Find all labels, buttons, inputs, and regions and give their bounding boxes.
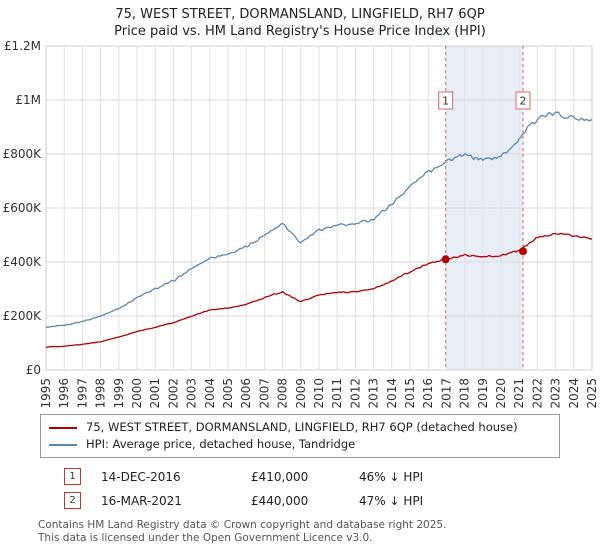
svg-text:2024: 2024 [567, 378, 581, 409]
sale-1-price: £410,000 [251, 469, 309, 484]
svg-text:£0: £0 [26, 363, 41, 377]
svg-text:2009: 2009 [294, 378, 308, 409]
legend: 75, WEST STREET, DORMANSLAND, LINGFIELD,… [40, 414, 560, 458]
svg-text:2022: 2022 [530, 378, 544, 409]
svg-text:£1M: £1M [15, 93, 41, 107]
svg-text:2: 2 [520, 95, 527, 108]
sale-annotations: 1 14-DEC-2016 £410,000 46% ↓ HPI 2 16-MA… [0, 468, 600, 509]
svg-text:2004: 2004 [203, 378, 217, 409]
svg-text:1998: 1998 [94, 378, 108, 409]
property-line-swatch [49, 426, 77, 429]
svg-text:2019: 2019 [476, 378, 490, 409]
svg-text:2005: 2005 [221, 378, 235, 409]
svg-text:2002: 2002 [166, 378, 180, 409]
svg-text:2003: 2003 [185, 378, 199, 409]
svg-text:2011: 2011 [330, 378, 344, 409]
svg-text:2012: 2012 [348, 378, 362, 409]
svg-text:2020: 2020 [494, 378, 508, 409]
footer-line-2: This data is licensed under the Open Gov… [38, 532, 373, 544]
svg-text:2023: 2023 [549, 378, 563, 409]
svg-text:2008: 2008 [276, 378, 290, 409]
price-history-chart: 1995 1996 1997 1998 1999 2000 2001 2002 2003 2004… [0, 40, 600, 412]
sale-row-2: 2 16-MAR-2021 £440,000 47% ↓ HPI [64, 492, 600, 509]
svg-text:1997: 1997 [75, 378, 89, 409]
svg-text:2010: 2010 [312, 378, 326, 409]
sale-2-marker: 2 [64, 492, 81, 509]
sale-2-hpi-diff: 47% ↓ HPI [359, 493, 424, 508]
svg-text:1996: 1996 [57, 378, 71, 409]
footer-line-1: Contains HM Land Registry data © Crown c… [38, 519, 447, 531]
svg-text:2021: 2021 [512, 378, 526, 409]
svg-text:2013: 2013 [367, 378, 381, 409]
chart-header: 75, WEST STREET, DORMANSLAND, LINGFIELD,… [0, 0, 600, 40]
sale-1-date: 14-DEC-2016 [101, 469, 181, 484]
sale-2-price: £440,000 [251, 493, 309, 508]
svg-text:£400K: £400K [3, 255, 43, 269]
svg-text:2007: 2007 [257, 378, 271, 409]
svg-text:1995: 1995 [39, 378, 53, 409]
svg-text:2001: 2001 [148, 378, 162, 409]
svg-text:£800K: £800K [3, 147, 43, 161]
sale-row-1: 1 14-DEC-2016 £410,000 46% ↓ HPI [64, 468, 600, 485]
svg-text:2000: 2000 [130, 378, 144, 409]
svg-text:2015: 2015 [403, 378, 417, 409]
svg-text:2025: 2025 [585, 378, 599, 409]
svg-text:2006: 2006 [239, 378, 253, 409]
svg-text:2014: 2014 [385, 378, 399, 409]
svg-text:1: 1 [442, 95, 449, 108]
sale-1-hpi-diff: 46% ↓ HPI [359, 469, 424, 484]
svg-text:2017: 2017 [439, 378, 453, 409]
svg-text:2016: 2016 [421, 378, 435, 409]
sale-2-date: 16-MAR-2021 [101, 493, 182, 508]
page-subtitle: Price paid vs. HM Land Registry's House … [114, 24, 486, 39]
hpi-line-swatch [49, 443, 77, 446]
svg-text:£200K: £200K [3, 309, 43, 323]
svg-text:2018: 2018 [458, 378, 472, 409]
page-title: 75, WEST STREET, DORMANSLAND, LINGFIELD,… [115, 7, 485, 22]
legend-item-hpi: HPI: Average price, detached house, Tand… [49, 436, 551, 453]
svg-text:£1.2M: £1.2M [4, 40, 41, 53]
svg-text:£600K: £600K [3, 201, 43, 215]
license-footer: Contains HM Land Registry data © Crown c… [38, 519, 600, 545]
svg-text:1999: 1999 [112, 378, 126, 409]
legend-label-property: 75, WEST STREET, DORMANSLAND, LINGFIELD,… [86, 420, 518, 434]
legend-item-property: 75, WEST STREET, DORMANSLAND, LINGFIELD,… [49, 419, 551, 436]
sale-1-marker: 1 [64, 468, 81, 485]
legend-label-hpi: HPI: Average price, detached house, Tand… [86, 437, 356, 451]
